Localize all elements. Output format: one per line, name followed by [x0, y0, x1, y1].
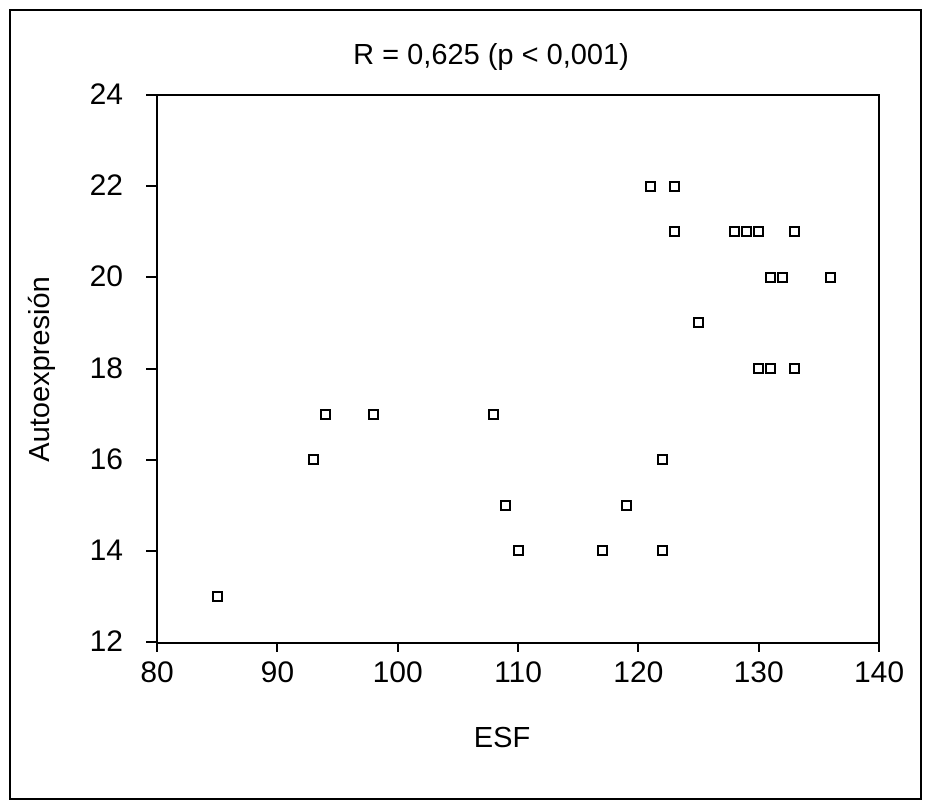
- x-axis-tick: [757, 642, 760, 652]
- y-axis-tick: [146, 367, 157, 370]
- data-point-marker: [596, 545, 608, 557]
- y-axis-tick: [146, 641, 157, 643]
- data-point-marker: [319, 408, 331, 420]
- data-point-marker: [488, 408, 500, 420]
- data-point-marker: [512, 545, 524, 557]
- y-axis-tick-label: 18: [89, 351, 123, 385]
- y-axis-tick-label: 16: [89, 442, 123, 476]
- data-point-marker: [668, 180, 680, 192]
- data-point-marker: [789, 363, 801, 374]
- x-axis-tick-label: 110: [494, 656, 542, 689]
- y-axis-label: Autoexpresión: [24, 276, 56, 462]
- data-point-marker: [789, 226, 801, 238]
- data-point-marker: [693, 317, 704, 329]
- y-axis-tick-label: 22: [89, 169, 123, 203]
- x-axis-tick-label: 80: [140, 656, 174, 689]
- y-axis-tick-label: 20: [89, 260, 123, 294]
- x-axis-tick-label: 120: [613, 656, 664, 689]
- data-point-marker: [741, 226, 753, 238]
- data-point-marker: [765, 271, 777, 283]
- y-axis-tick: [146, 458, 157, 461]
- y-axis-tick: [146, 276, 157, 279]
- y-axis-tick-label: 14: [89, 533, 123, 567]
- x-axis-tick-label: 140: [853, 656, 905, 689]
- data-point-marker: [656, 545, 668, 557]
- x-axis-tick: [156, 642, 158, 652]
- data-point-marker: [656, 454, 668, 466]
- x-axis-tick: [637, 642, 640, 652]
- data-point-marker: [668, 226, 680, 238]
- data-point-marker: [211, 590, 223, 602]
- x-axis-tick: [276, 642, 279, 652]
- x-axis-tick: [878, 642, 880, 652]
- y-axis-tick: [146, 549, 157, 552]
- data-point-marker: [500, 499, 512, 511]
- data-point-marker: [620, 499, 632, 511]
- figure-border: [9, 9, 922, 800]
- data-point-marker: [753, 363, 765, 374]
- data-point-marker: [729, 226, 741, 238]
- data-point-marker: [368, 408, 380, 420]
- data-point-marker: [307, 454, 319, 466]
- data-point-marker: [777, 271, 789, 283]
- data-point-marker: [825, 271, 837, 283]
- chart-title: R = 0,625 (p < 0,001): [353, 39, 629, 71]
- x-axis-label: ESF: [473, 722, 531, 754]
- x-axis-tick-label: 130: [733, 656, 784, 689]
- data-point-marker: [644, 180, 656, 192]
- x-axis-tick-label: 100: [372, 656, 423, 689]
- x-axis-tick: [517, 642, 519, 652]
- y-axis-tick-label: 24: [89, 78, 123, 111]
- data-point-marker: [765, 363, 777, 374]
- y-axis-tick: [146, 185, 157, 188]
- x-axis-tick-label: 90: [260, 656, 295, 689]
- data-point-marker: [753, 226, 765, 238]
- y-axis-tick-label: 12: [89, 625, 123, 658]
- y-axis-tick: [146, 94, 157, 96]
- x-axis-tick: [396, 642, 399, 652]
